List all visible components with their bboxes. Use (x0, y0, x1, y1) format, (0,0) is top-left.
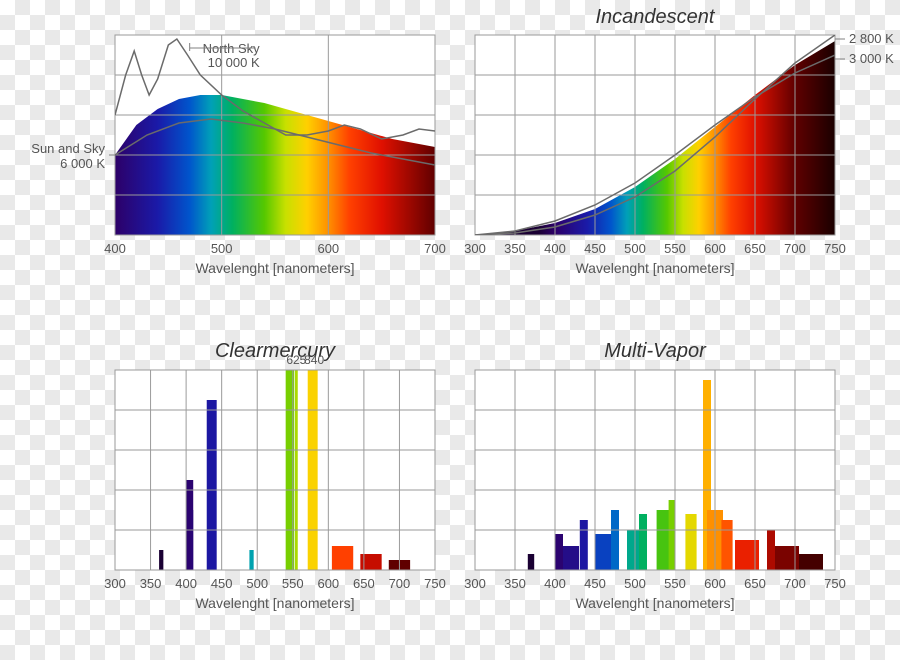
svg-text:400: 400 (544, 576, 566, 591)
svg-text:300: 300 (464, 576, 486, 591)
svg-text:600: 600 (704, 576, 726, 591)
chart-stage: 400500600700Wavelenght [nanometers]North… (0, 0, 900, 660)
svg-text:500: 500 (624, 576, 646, 591)
svg-text:Wavelenght [nanometers]: Wavelenght [nanometers] (575, 595, 734, 611)
svg-text:650: 650 (744, 576, 766, 591)
svg-text:550: 550 (664, 576, 686, 591)
chart-multivapor: 300 350 400 450 500 550 600 650 700 750 Wavelenght… (0, 0, 900, 660)
svg-text:700: 700 (784, 576, 806, 591)
svg-text:450: 450 (584, 576, 606, 591)
svg-text:350: 350 (504, 576, 526, 591)
svg-text:750: 750 (824, 576, 846, 591)
